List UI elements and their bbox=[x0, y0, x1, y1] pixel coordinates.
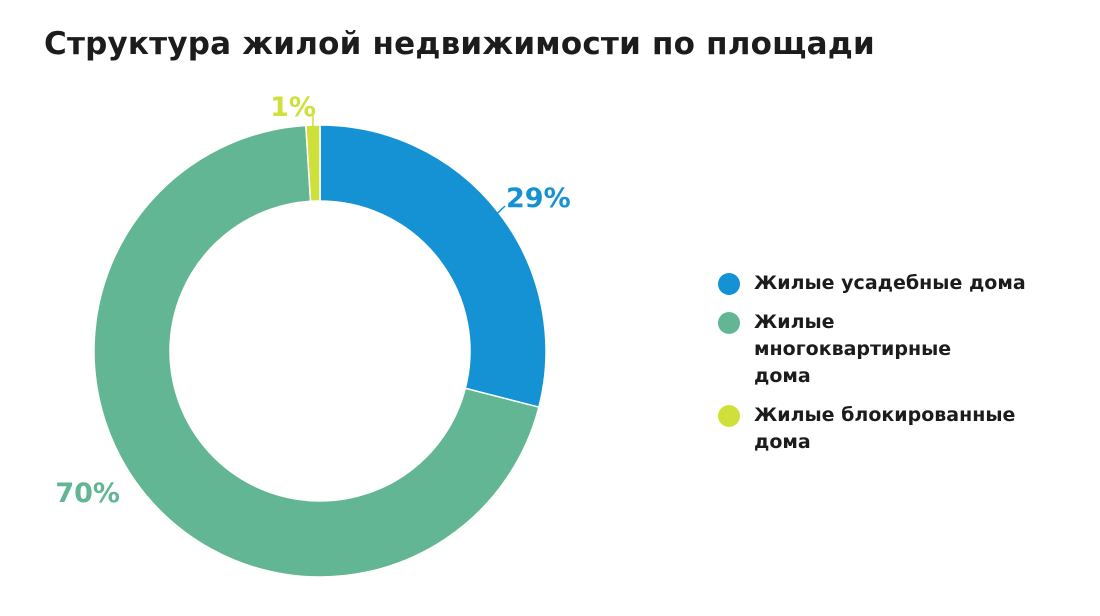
chart-title: Структура жилой недвижимости по площади bbox=[44, 26, 875, 62]
donut-slice bbox=[93, 124, 540, 578]
leader-line bbox=[497, 205, 506, 214]
legend-label: Жилые многоквартирные дома bbox=[754, 311, 952, 387]
data-label: 1% bbox=[270, 92, 316, 123]
legend-item-blokirovannye: Жилые блокированные дома bbox=[718, 402, 1078, 456]
data-label: 70% bbox=[55, 478, 120, 509]
legend-label: Жилые усадебные дома bbox=[754, 272, 1026, 294]
legend-marker bbox=[718, 405, 740, 427]
legend-item-mnogokvartirnye: Жилые многоквартирные дома bbox=[718, 309, 1078, 390]
legend-label: Жилые блокированные дома bbox=[754, 404, 1016, 453]
legend-item-usadebnye: Жилые усадебные дома bbox=[718, 270, 1078, 297]
leader-line bbox=[146, 493, 151, 497]
legend: Жилые усадебные дома Жилые многоквартирн… bbox=[718, 270, 1078, 468]
data-label: 29% bbox=[506, 183, 571, 214]
legend-marker bbox=[718, 312, 740, 334]
donut-slice bbox=[319, 124, 547, 409]
donut-slice bbox=[305, 124, 321, 203]
legend-marker bbox=[718, 273, 740, 295]
